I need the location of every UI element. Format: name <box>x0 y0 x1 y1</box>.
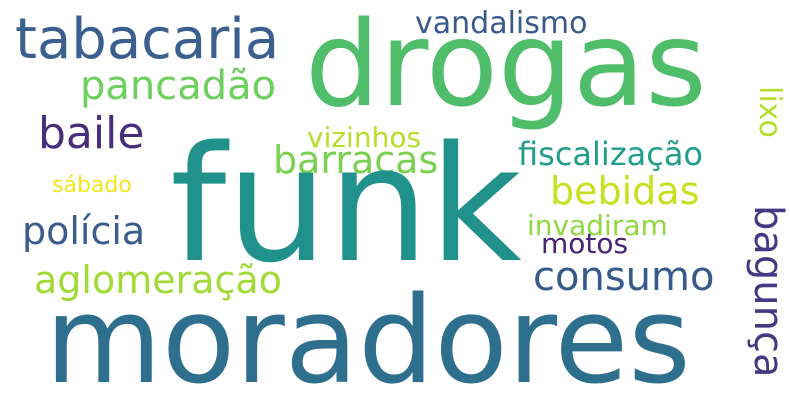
word-policia: polícia <box>22 209 146 253</box>
word-baile: baile <box>38 108 145 159</box>
word-fiscalizacao: fiscalização <box>518 135 703 173</box>
word-barracas: barracas <box>273 138 439 182</box>
word-invadiram: invadiram <box>527 209 668 242</box>
word-pancadao: pancadão <box>80 63 277 109</box>
word-sabado: sábado <box>52 173 132 198</box>
word-consumo: consumo <box>533 254 715 300</box>
word-moradores: moradores <box>45 272 691 411</box>
word-drogas: drogas <box>305 0 707 133</box>
word-lixo: lixo <box>752 86 787 138</box>
word-bagunca: bagunça <box>745 205 790 378</box>
word-vizinhos: vizinhos <box>307 121 422 154</box>
word-bebidas: bebidas <box>550 169 700 213</box>
word-motos: motos <box>541 227 629 260</box>
word-aglomeracao: aglomeração <box>34 258 282 302</box>
word-vandalismo: vandalismo <box>415 6 588 41</box>
word-funk: funk <box>170 111 522 298</box>
word-tabacaria: tabacaria <box>15 7 280 72</box>
